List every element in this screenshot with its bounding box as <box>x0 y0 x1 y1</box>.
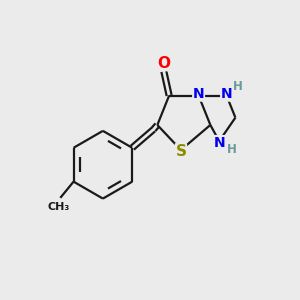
Text: O: O <box>157 56 170 70</box>
Text: N: N <box>213 136 225 150</box>
Text: CH₃: CH₃ <box>48 202 70 212</box>
Text: H: H <box>226 143 236 156</box>
Text: N: N <box>193 87 204 101</box>
Text: N: N <box>221 87 232 101</box>
Text: S: S <box>176 144 186 159</box>
Text: H: H <box>233 80 243 93</box>
